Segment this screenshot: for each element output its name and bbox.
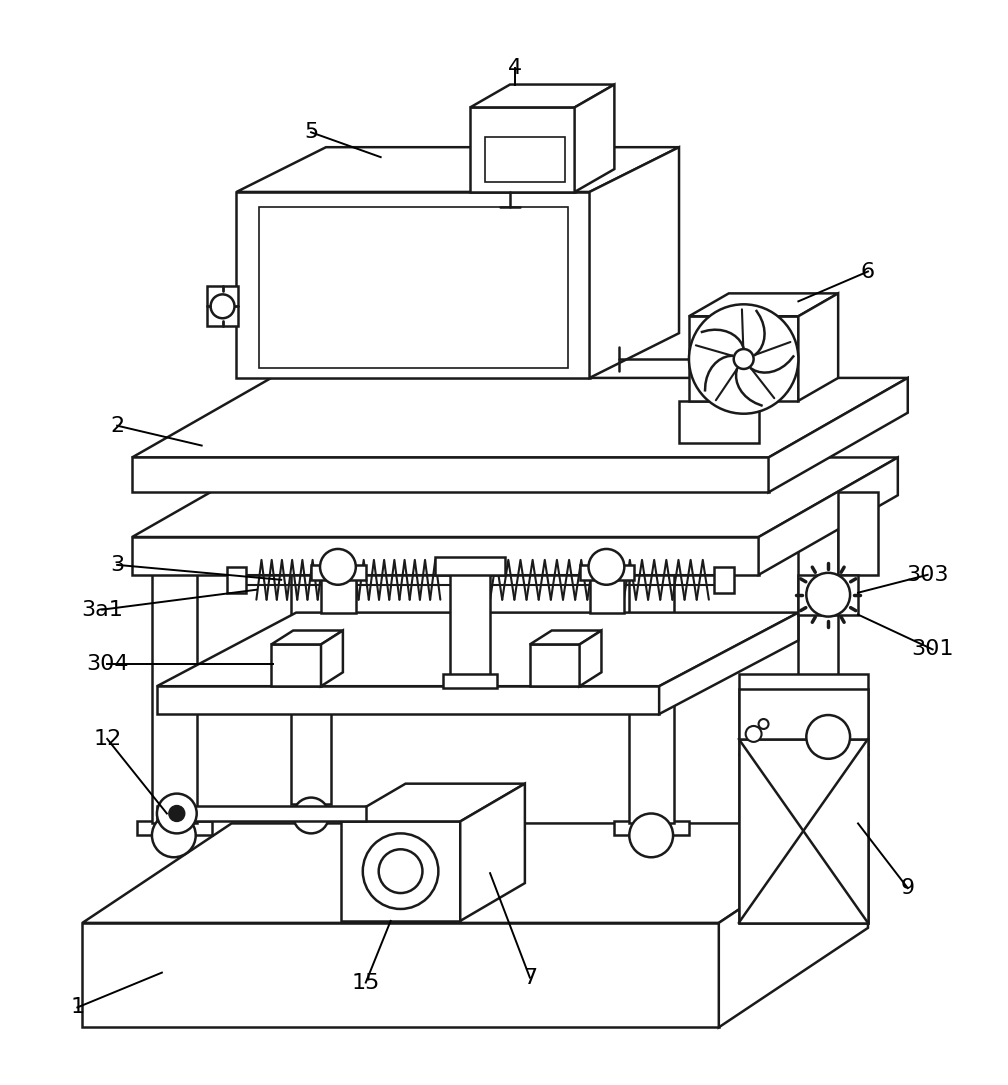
Polygon shape: [470, 107, 575, 192]
Polygon shape: [659, 613, 798, 714]
Polygon shape: [768, 378, 908, 493]
Circle shape: [157, 793, 197, 833]
Polygon shape: [689, 293, 838, 316]
Polygon shape: [739, 674, 868, 754]
Polygon shape: [461, 783, 525, 921]
Text: 7: 7: [523, 968, 537, 987]
Polygon shape: [132, 458, 768, 493]
Circle shape: [320, 549, 356, 585]
Polygon shape: [157, 686, 659, 714]
Circle shape: [629, 814, 673, 857]
Polygon shape: [271, 644, 321, 686]
Polygon shape: [152, 537, 217, 554]
Polygon shape: [470, 85, 615, 107]
Text: 301: 301: [911, 639, 954, 660]
Polygon shape: [739, 739, 868, 923]
Circle shape: [152, 814, 196, 857]
Polygon shape: [341, 783, 525, 821]
Circle shape: [796, 757, 840, 801]
Circle shape: [806, 573, 850, 616]
Polygon shape: [689, 316, 798, 400]
Polygon shape: [679, 400, 759, 443]
Text: 2: 2: [110, 416, 124, 436]
Polygon shape: [157, 805, 366, 821]
Polygon shape: [530, 630, 602, 644]
Text: 3a1: 3a1: [82, 600, 123, 620]
Polygon shape: [838, 493, 878, 575]
Polygon shape: [237, 192, 590, 378]
Circle shape: [363, 833, 438, 909]
Polygon shape: [83, 923, 719, 1027]
Circle shape: [689, 304, 798, 413]
Polygon shape: [759, 458, 898, 575]
Polygon shape: [590, 575, 624, 613]
Polygon shape: [798, 575, 858, 614]
Polygon shape: [530, 644, 580, 686]
Polygon shape: [798, 293, 838, 400]
Text: 12: 12: [93, 729, 121, 749]
Polygon shape: [575, 85, 615, 192]
Polygon shape: [83, 824, 868, 923]
Polygon shape: [321, 575, 356, 613]
Polygon shape: [137, 821, 212, 835]
Polygon shape: [615, 821, 689, 835]
Polygon shape: [341, 821, 461, 921]
Polygon shape: [444, 674, 497, 688]
Circle shape: [379, 850, 422, 893]
Polygon shape: [321, 630, 343, 686]
Polygon shape: [739, 689, 868, 739]
Circle shape: [589, 549, 624, 585]
Polygon shape: [132, 537, 759, 575]
Polygon shape: [237, 148, 679, 192]
Polygon shape: [629, 554, 674, 824]
Polygon shape: [451, 565, 490, 686]
Text: 3: 3: [110, 554, 124, 575]
Polygon shape: [271, 630, 343, 644]
Polygon shape: [580, 565, 634, 579]
Polygon shape: [152, 554, 197, 824]
Circle shape: [169, 805, 184, 821]
Text: 303: 303: [906, 565, 949, 585]
Text: 9: 9: [901, 878, 915, 898]
Polygon shape: [311, 565, 366, 579]
Circle shape: [759, 719, 768, 729]
Polygon shape: [132, 458, 898, 537]
Polygon shape: [580, 630, 602, 686]
Text: 4: 4: [508, 58, 522, 78]
Polygon shape: [485, 137, 564, 182]
Text: 1: 1: [71, 997, 85, 1018]
Polygon shape: [629, 537, 694, 554]
Polygon shape: [435, 557, 505, 575]
Polygon shape: [132, 378, 908, 458]
Circle shape: [293, 797, 329, 833]
Text: 5: 5: [304, 123, 319, 142]
Text: 6: 6: [861, 261, 875, 281]
Polygon shape: [291, 537, 331, 804]
Circle shape: [806, 715, 850, 758]
Polygon shape: [157, 613, 798, 686]
Circle shape: [746, 726, 762, 742]
Circle shape: [211, 294, 235, 318]
Polygon shape: [207, 286, 239, 327]
Text: 15: 15: [352, 972, 380, 993]
Polygon shape: [714, 566, 734, 592]
Polygon shape: [719, 824, 868, 1027]
Polygon shape: [798, 495, 838, 764]
Text: 304: 304: [86, 654, 128, 674]
Circle shape: [734, 349, 754, 369]
Polygon shape: [590, 148, 679, 378]
Polygon shape: [227, 566, 246, 592]
Polygon shape: [259, 207, 568, 368]
Polygon shape: [739, 754, 868, 923]
